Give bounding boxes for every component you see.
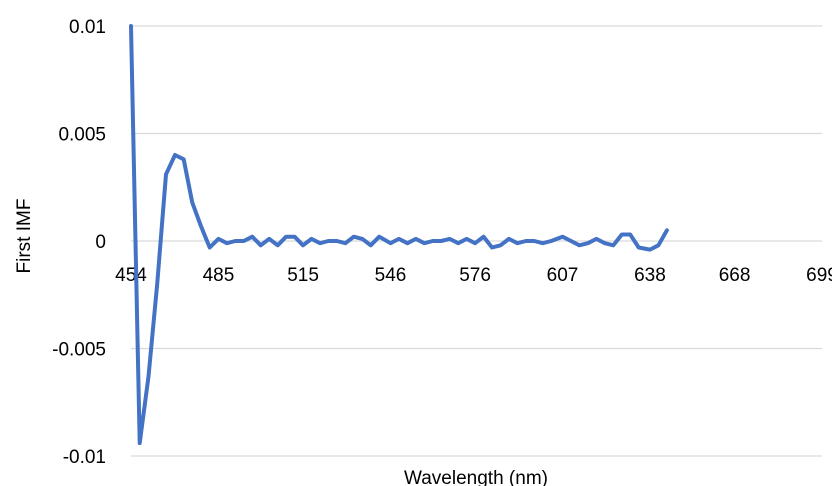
x-tick-labels: 454 485 515 546 576 607 638 668 699 xyxy=(115,265,832,286)
y-tick-labels: 0.01 0.005 0 -0.005 -0.01 xyxy=(52,17,106,468)
x-tick-label: 699 xyxy=(806,265,832,286)
x-tick-label: 668 xyxy=(719,265,751,286)
x-tick-label: 454 xyxy=(115,265,147,286)
x-axis-title: Wavelength (nm) xyxy=(404,468,548,486)
x-tick-label: 515 xyxy=(287,265,319,286)
y-tick-label: 0 xyxy=(95,232,106,253)
series-line-first-imf xyxy=(129,24,669,446)
y-tick-label: 0.01 xyxy=(69,17,106,38)
x-tick-label: 607 xyxy=(547,265,579,286)
x-tick-label: 576 xyxy=(459,265,491,286)
y-tick-label: 0.005 xyxy=(58,125,106,146)
y-tick-label: -0.01 xyxy=(63,447,106,468)
y-tick-label: -0.005 xyxy=(52,340,106,361)
y-axis-title: First IMF xyxy=(14,199,35,274)
x-tick-label: 546 xyxy=(375,265,407,286)
x-tick-label: 485 xyxy=(203,265,235,286)
x-tick-label: 638 xyxy=(634,265,666,286)
gridlines xyxy=(131,25,822,457)
